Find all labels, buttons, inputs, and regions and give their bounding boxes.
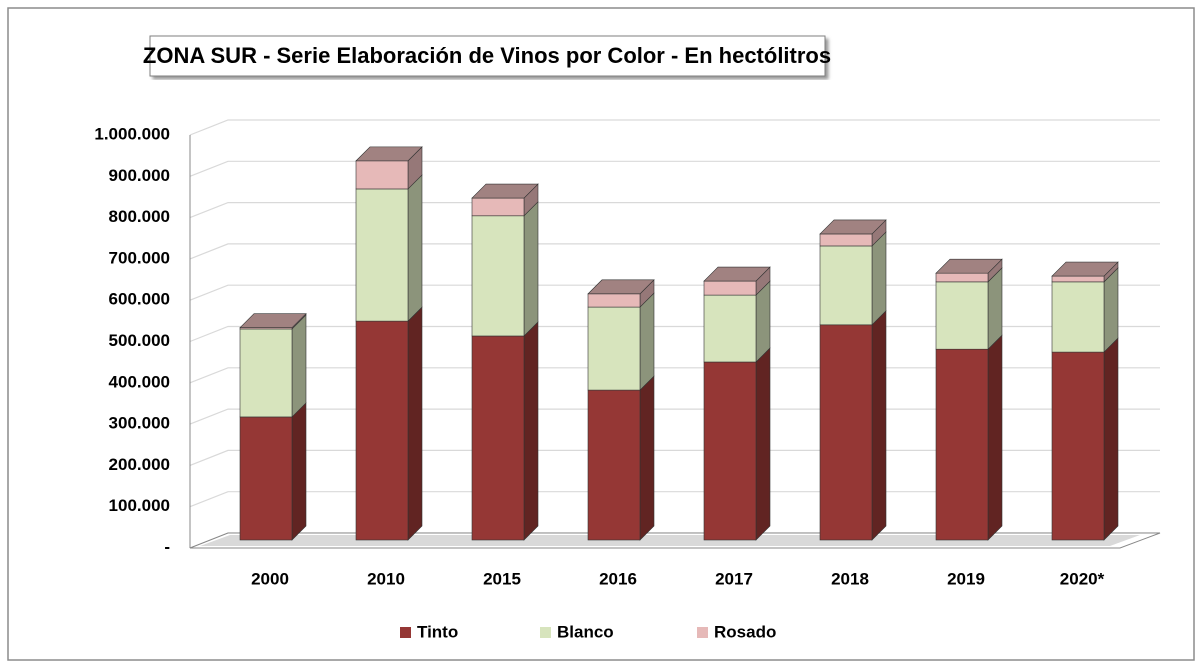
y-tick-label: 900.000 [109, 166, 170, 185]
x-tick-label: 2017 [715, 569, 753, 588]
legend-label: Rosado [714, 622, 776, 641]
y-tick-label: - [164, 537, 170, 556]
bar-side [639, 375, 655, 541]
y-tick-label: 500.000 [109, 331, 170, 350]
bar-segment [239, 328, 293, 418]
y-tick-label: 300.000 [109, 414, 170, 433]
bar-top [935, 258, 1003, 274]
bar-top [587, 279, 655, 295]
bar-segment [355, 188, 409, 322]
bar-segment [355, 320, 409, 541]
bar-segment [355, 160, 409, 190]
bar-segment [935, 272, 989, 283]
bar-top [471, 183, 539, 199]
bar-side [407, 174, 423, 322]
grid-line [189, 160, 1160, 177]
y-tick-label: 700.000 [109, 248, 170, 267]
bar-side [523, 321, 539, 541]
bar-top [239, 313, 307, 329]
bar-segment [471, 335, 525, 541]
grid-line [189, 119, 1160, 136]
legend-swatch [540, 627, 551, 638]
bar-segment [935, 281, 989, 350]
bar-side [523, 201, 539, 337]
y-tick-label: 400.000 [109, 372, 170, 391]
y-tick-label: 100.000 [109, 496, 170, 515]
x-tick-label: 2000 [251, 569, 289, 588]
x-tick-label: 2010 [367, 569, 405, 588]
y-tick-label: 1.000.000 [94, 124, 170, 143]
x-tick-label: 2018 [831, 569, 869, 588]
chart-title: ZONA SUR - Serie Elaboración de Vinos po… [143, 43, 831, 68]
legend-label: Tinto [417, 622, 458, 641]
bar-segment [587, 306, 641, 391]
bar-segment [239, 416, 293, 541]
grid-line [189, 202, 1160, 219]
bar-side [1103, 267, 1119, 353]
x-tick-label: 2019 [947, 569, 985, 588]
floor-shadow [200, 535, 1140, 546]
legend-swatch [697, 627, 708, 638]
bar-side [755, 347, 771, 541]
bar-segment [471, 197, 525, 217]
bar-segment [703, 280, 757, 296]
bar-segment [819, 324, 873, 541]
bar-side [639, 292, 655, 391]
legend-label: Blanco [557, 622, 614, 641]
x-tick-label: 2015 [483, 569, 521, 588]
x-tick-label: 2016 [599, 569, 637, 588]
bar-segment [587, 389, 641, 541]
bar-segment [819, 245, 873, 326]
bar-top [355, 146, 423, 162]
bar-side [407, 306, 423, 541]
bar-side [987, 334, 1003, 541]
y-tick-label: 200.000 [109, 455, 170, 474]
bar-segment [703, 294, 757, 363]
bar-segment [1051, 275, 1105, 283]
x-tick-label: 2020* [1060, 569, 1105, 588]
legend-swatch [400, 627, 411, 638]
bar-segment [1051, 281, 1105, 353]
bar-top [819, 219, 887, 235]
bar-side [871, 310, 887, 541]
bar-top [1051, 261, 1119, 277]
bar-side [871, 231, 887, 326]
bar-segment [703, 361, 757, 541]
bar-segment [1051, 351, 1105, 541]
title-box [149, 35, 826, 77]
bar-side [291, 402, 307, 541]
bar-side [1103, 337, 1119, 541]
bar-top [703, 266, 771, 282]
bar-segment [471, 215, 525, 337]
bar-segment [819, 233, 873, 247]
y-tick-label: 800.000 [109, 207, 170, 226]
y-tick-label: 600.000 [109, 290, 170, 309]
bar-segment [587, 293, 641, 308]
bar-segment [935, 348, 989, 541]
bar-side [291, 314, 307, 418]
